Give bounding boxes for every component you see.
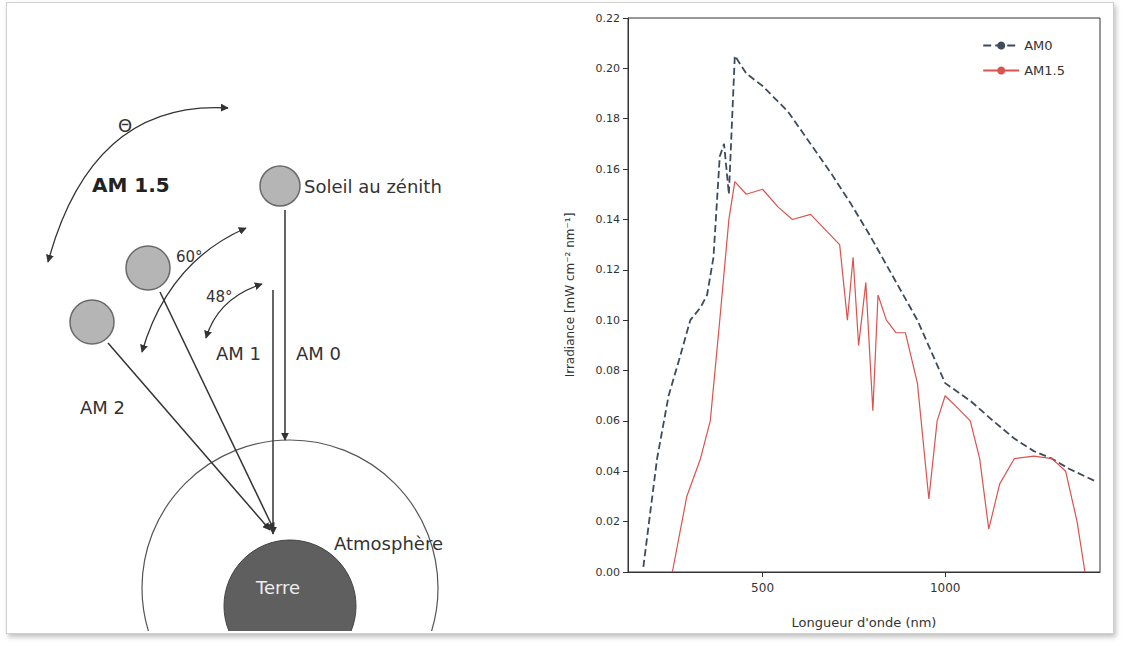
svg-text:Atmosphère: Atmosphère xyxy=(334,533,443,554)
svg-text:Θ: Θ xyxy=(118,115,132,136)
svg-text:Terre: Terre xyxy=(255,577,300,598)
svg-text:0.18: 0.18 xyxy=(596,112,621,125)
svg-text:0.14: 0.14 xyxy=(596,213,621,226)
svg-text:Soleil au zénith: Soleil au zénith xyxy=(304,176,442,197)
svg-text:0.20: 0.20 xyxy=(596,62,621,75)
svg-text:AM 1.5: AM 1.5 xyxy=(92,173,170,197)
svg-text:AM0: AM0 xyxy=(1024,38,1052,53)
svg-text:0.22: 0.22 xyxy=(596,12,621,25)
svg-text:0.08: 0.08 xyxy=(596,364,621,377)
svg-text:0.10: 0.10 xyxy=(596,314,621,327)
svg-text:AM1.5: AM1.5 xyxy=(1024,63,1065,78)
svg-text:Longueur d'onde (nm): Longueur d'onde (nm) xyxy=(792,615,937,630)
svg-text:AM 1: AM 1 xyxy=(216,343,261,364)
svg-text:60°: 60° xyxy=(176,248,203,266)
svg-text:Irradiance [mW cm⁻² nm⁻¹]: Irradiance [mW cm⁻² nm⁻¹] xyxy=(563,213,577,378)
svg-text:0.00: 0.00 xyxy=(596,566,621,579)
svg-text:0.02: 0.02 xyxy=(596,515,621,528)
svg-text:48°: 48° xyxy=(206,288,233,306)
svg-text:AM 2: AM 2 xyxy=(80,397,125,418)
svg-text:AM 0: AM 0 xyxy=(296,343,341,364)
svg-text:0.16: 0.16 xyxy=(596,163,621,176)
svg-text:0.04: 0.04 xyxy=(596,465,621,478)
svg-text:500: 500 xyxy=(751,581,774,595)
svg-text:1000: 1000 xyxy=(930,581,961,595)
svg-text:0.06: 0.06 xyxy=(596,414,621,427)
svg-text:0.12: 0.12 xyxy=(596,263,621,276)
